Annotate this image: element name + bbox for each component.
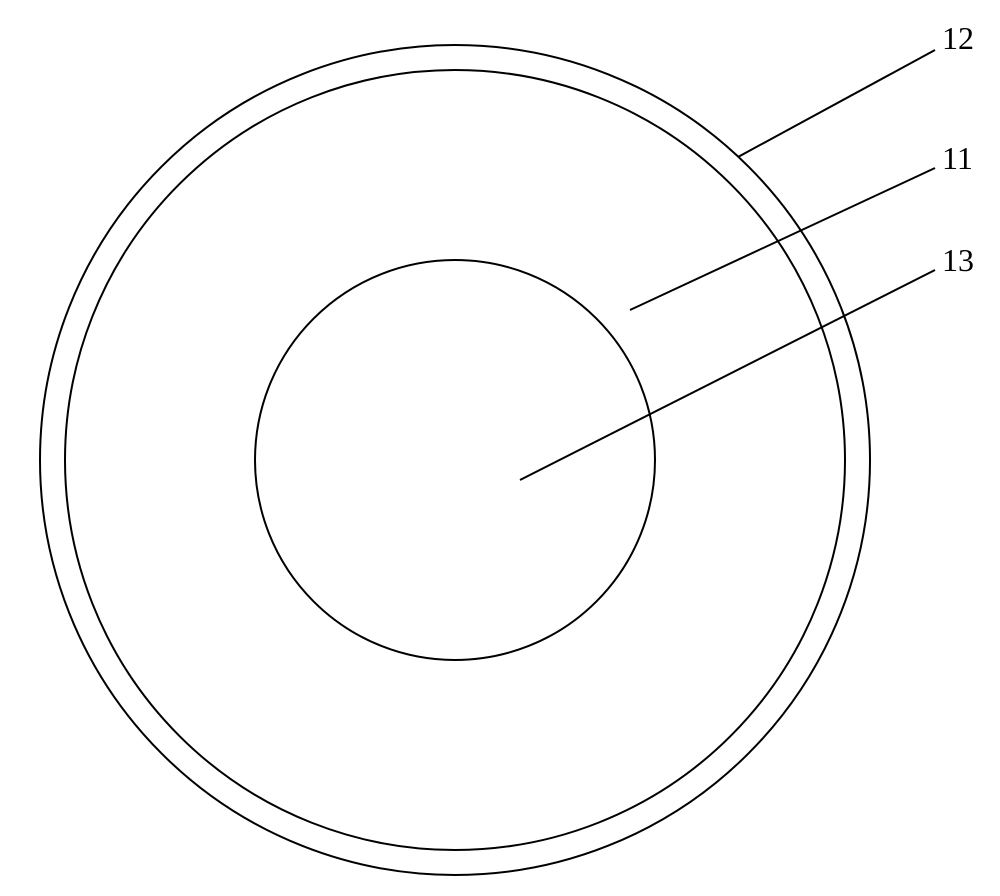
label-11: 11	[942, 140, 973, 177]
middle-circle	[65, 70, 845, 850]
leader-line-11	[630, 168, 935, 310]
label-12: 12	[942, 20, 974, 57]
leader-line-12	[738, 50, 935, 157]
concentric-circles-diagram	[0, 0, 1000, 896]
inner-circle	[255, 260, 655, 660]
label-13: 13	[942, 242, 974, 279]
outer-circle	[40, 45, 870, 875]
leader-line-13	[520, 270, 935, 480]
